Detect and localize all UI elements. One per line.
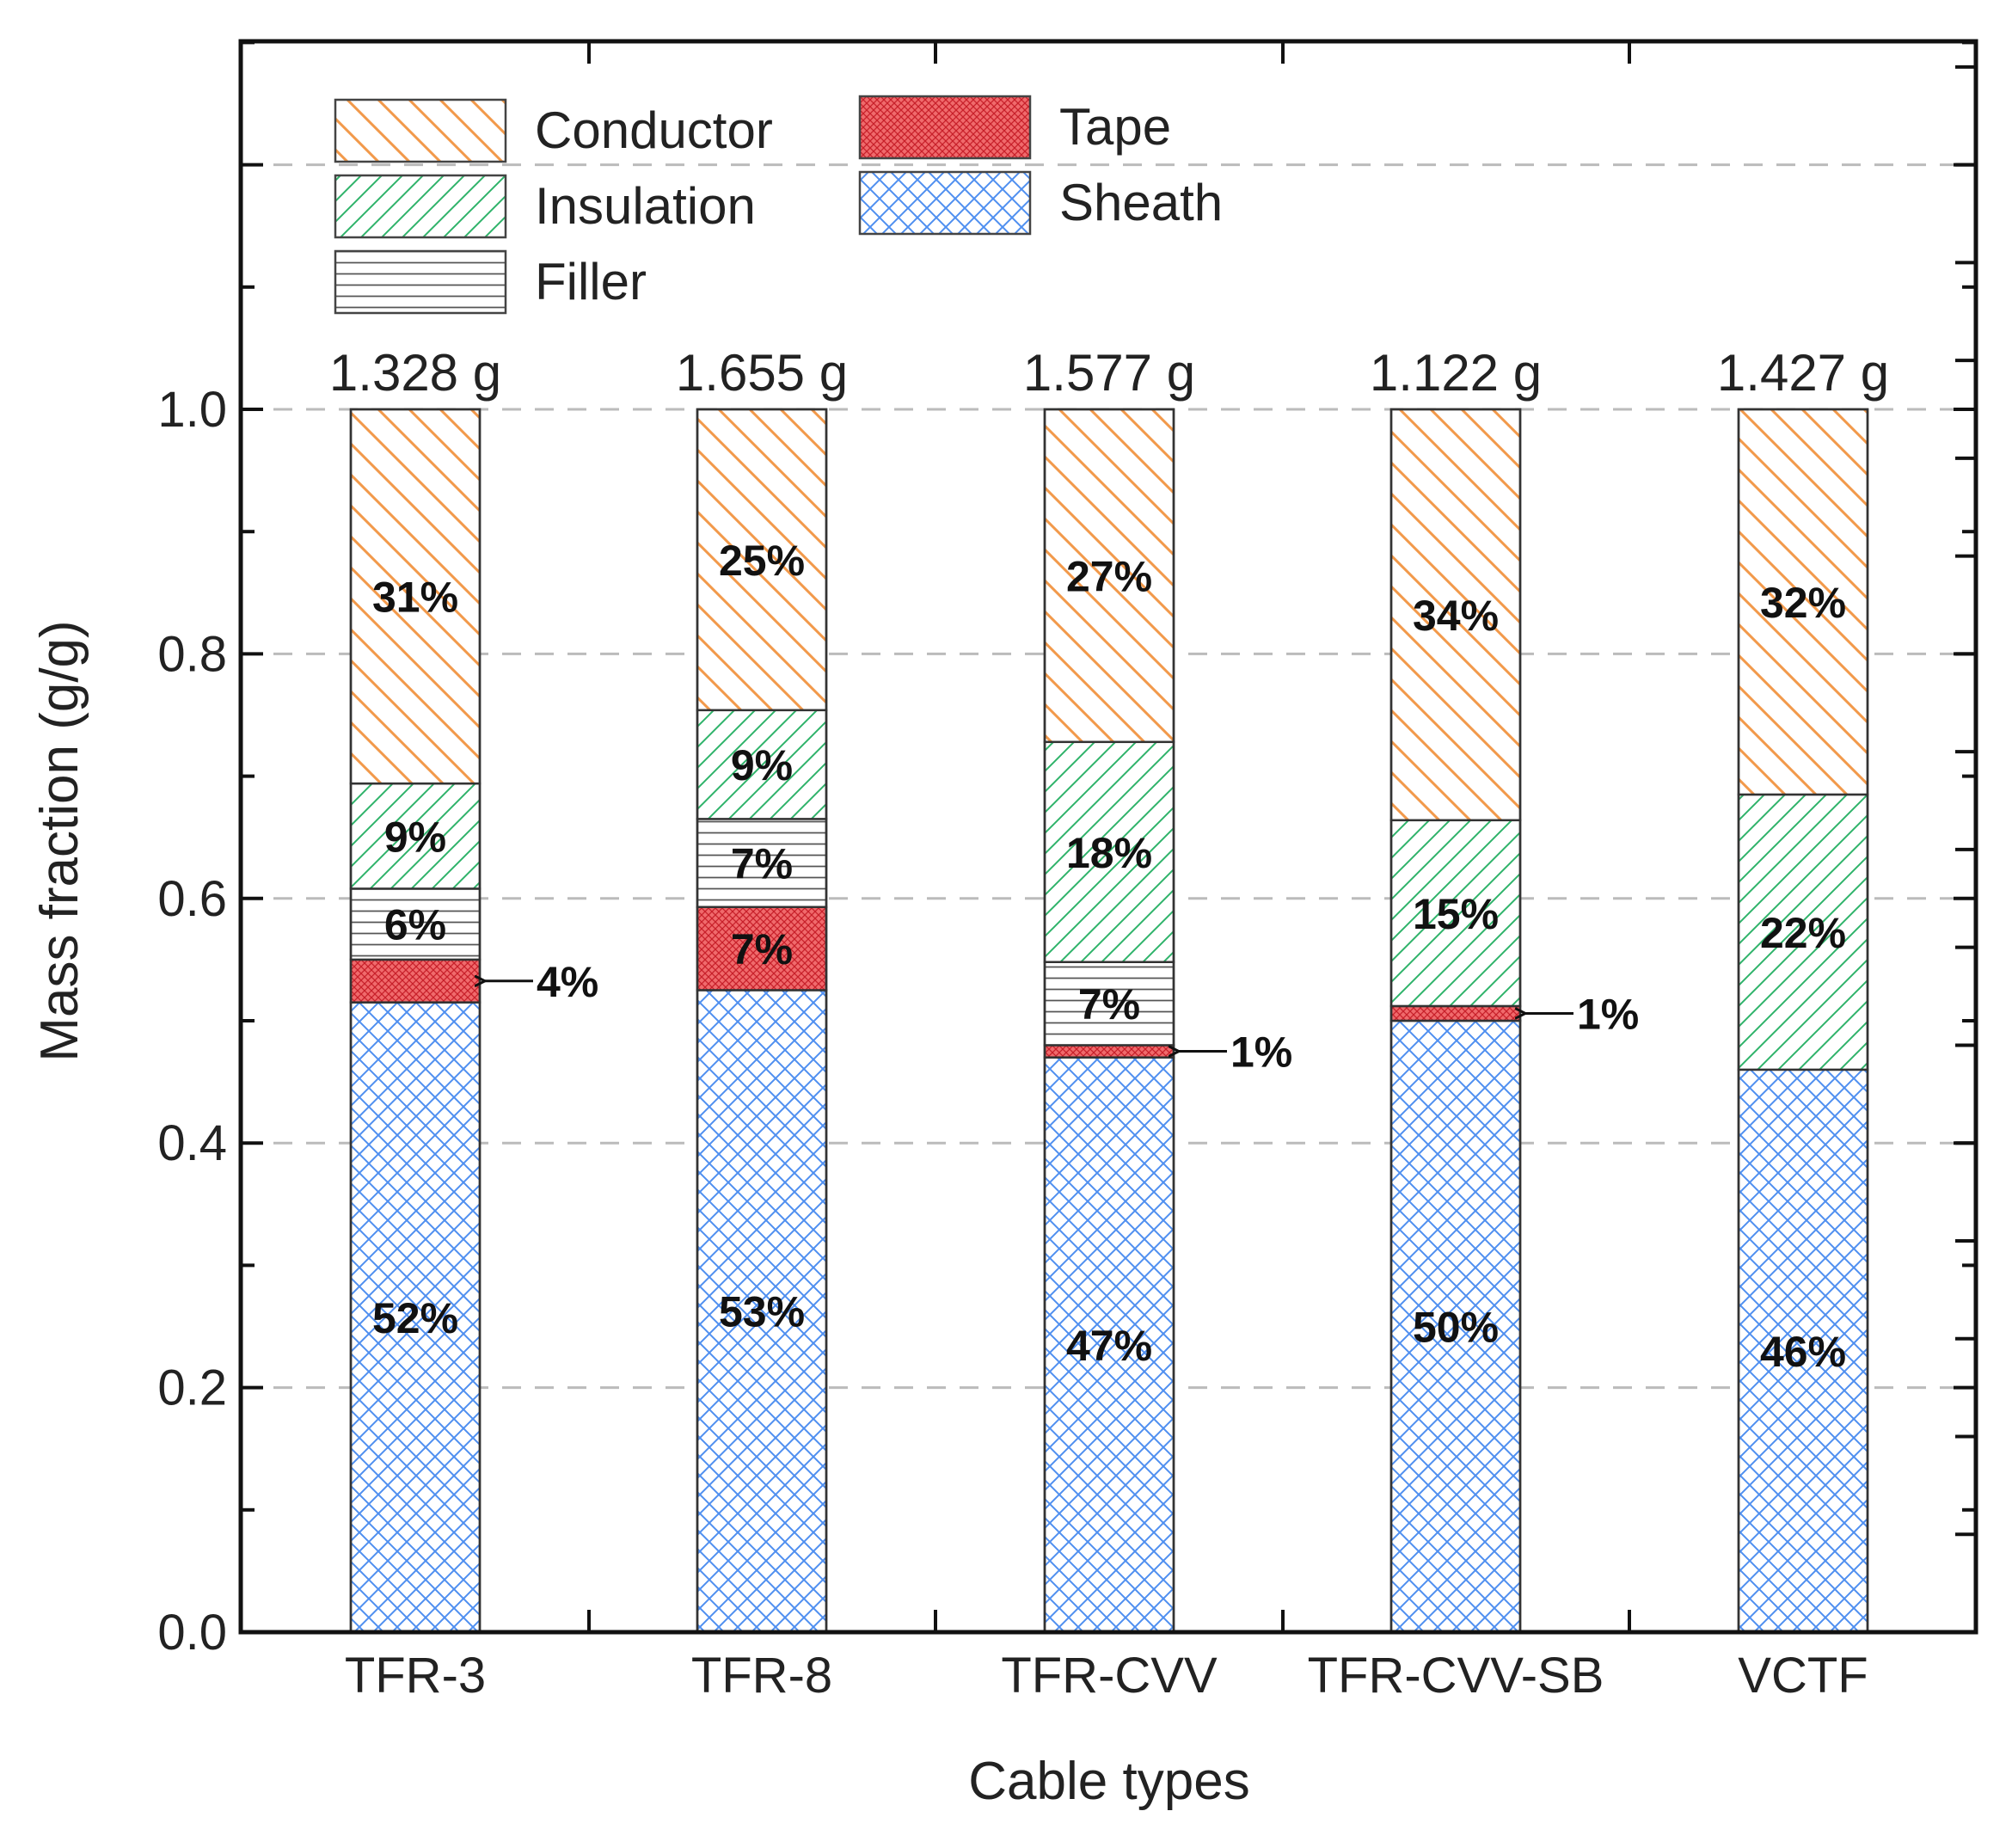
- y-tick-label: 0.6: [157, 871, 227, 927]
- segment-label: 53%: [719, 1288, 805, 1336]
- legend-label: Insulation: [535, 177, 756, 235]
- legend-label: Tape: [1059, 98, 1171, 156]
- bar-segment-tape: [1389, 1004, 1522, 1022]
- bar-segment-insulation: [696, 709, 828, 820]
- bar-segment-tape: [349, 958, 482, 1004]
- bar-segment-insulation: [1389, 819, 1522, 1008]
- segment-label: 7%: [1078, 980, 1140, 1028]
- segment-label: 6%: [384, 901, 446, 949]
- callout-label: 4%: [537, 958, 598, 1006]
- segment-label: 50%: [1413, 1304, 1499, 1352]
- legend-swatch-filler: [334, 249, 507, 315]
- bar-total-label: 1.577 g: [1023, 344, 1195, 402]
- segment-label: 46%: [1760, 1328, 1846, 1376]
- axes: TFR-3 TFR-8 TFR-CVV TFR-CVV-SB VCTF 0.0 0.2 0.4…: [157, 39, 1978, 1704]
- bar-segment-conductor: [1389, 408, 1522, 822]
- bar-segment-conductor: [1043, 408, 1175, 744]
- bar-segment-insulation: [1737, 793, 1869, 1071]
- bar-total-label: 1.655 g: [676, 344, 848, 402]
- y-tick-label: 0.0: [157, 1605, 227, 1661]
- segment-label: 31%: [372, 574, 458, 622]
- bar-segment-sheath: [1389, 1019, 1522, 1634]
- legend-label: Filler: [535, 253, 647, 310]
- bars: [349, 408, 1869, 1634]
- legend-swatch-conductor: [334, 98, 507, 163]
- y-tick-label: 0.2: [157, 1360, 227, 1416]
- legend-swatch-sheath: [858, 170, 1032, 236]
- callout-label: 1%: [1230, 1028, 1292, 1077]
- x-tick-label: TFR-8: [691, 1648, 832, 1704]
- segment-labels: 52% 6% 9% 31% 1.328 g 53% 7% 7% 9% 25% 1.655 g 47% 7…: [329, 344, 1889, 1376]
- x-tick-label: TFR-3: [345, 1648, 486, 1704]
- legend-label: Conductor: [535, 101, 773, 159]
- bar-total-label: 1.427 g: [1717, 344, 1889, 402]
- bar-segment-tape: [1043, 1044, 1175, 1059]
- y-axis-title: Mass fraction (g/g): [30, 620, 89, 1061]
- segment-label: 22%: [1760, 909, 1846, 957]
- segment-label: 15%: [1413, 890, 1499, 938]
- y-tick-label: 1.0: [157, 382, 227, 438]
- plot-frame: [238, 39, 1978, 1635]
- x-axis-title: Cable types: [968, 1752, 1249, 1811]
- legend-swatch-insulation: [334, 174, 507, 239]
- x-tick-label: TFR-CVV-SB: [1308, 1648, 1604, 1704]
- bar-segment-conductor: [696, 408, 828, 712]
- bar-segment-sheath: [349, 1001, 482, 1634]
- bar-segment-sheath: [1043, 1056, 1175, 1634]
- segment-label: 52%: [372, 1294, 458, 1342]
- segment-label: 32%: [1760, 579, 1846, 627]
- segment-label: 9%: [384, 813, 446, 861]
- bar-total-label: 1.328 g: [329, 344, 501, 402]
- bar-segment-conductor: [1737, 408, 1869, 796]
- x-tick-label: VCTF: [1738, 1648, 1868, 1704]
- segment-label: 47%: [1066, 1322, 1152, 1370]
- legend-swatch-tape: [858, 95, 1032, 160]
- legend: Conductor Tape Insulation Sheath Filler: [334, 95, 1223, 315]
- bar-segment-sheath: [1737, 1068, 1869, 1634]
- segment-label: 18%: [1066, 829, 1152, 877]
- segment-label: 7%: [731, 925, 793, 973]
- legend-label: Sheath: [1059, 174, 1223, 231]
- segment-label: 9%: [731, 741, 793, 789]
- bar-segment-filler: [1043, 961, 1175, 1047]
- segment-label: 7%: [731, 840, 793, 888]
- segment-label: 34%: [1413, 592, 1499, 640]
- segment-label: 25%: [719, 537, 805, 585]
- x-tick-label: TFR-CVV: [1001, 1648, 1218, 1704]
- segment-label: 27%: [1066, 552, 1152, 600]
- y-tick-label: 0.4: [157, 1115, 227, 1171]
- y-tick-label: 0.8: [157, 626, 227, 682]
- callout-label: 1%: [1577, 990, 1639, 1038]
- bar-total-label: 1.122 g: [1370, 344, 1542, 402]
